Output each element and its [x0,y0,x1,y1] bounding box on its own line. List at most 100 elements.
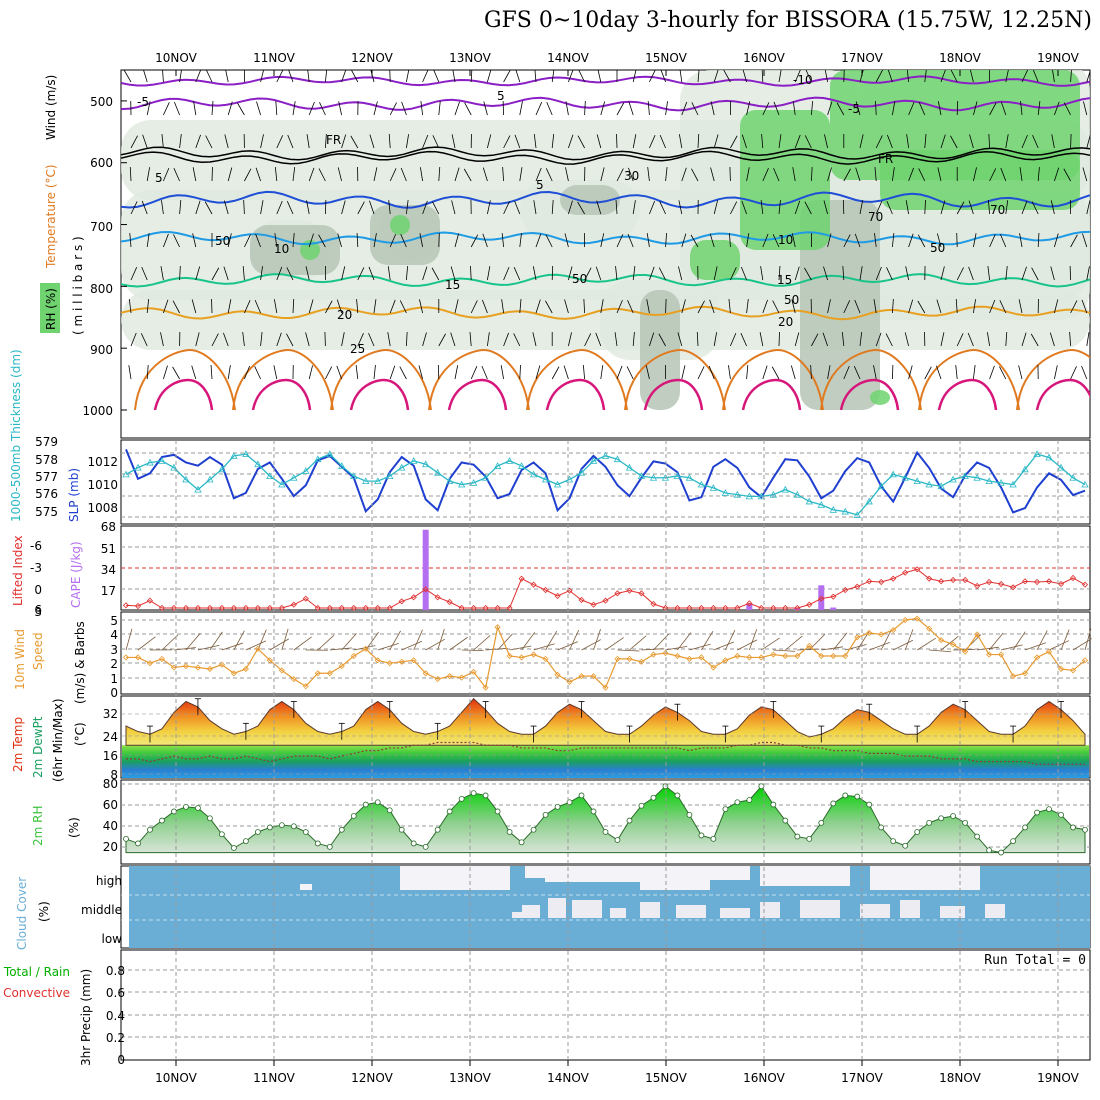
contour-10 [121,230,1090,246]
wind10-barb [341,633,357,651]
rh2m-point [159,817,165,824]
wind-barb [713,134,719,149]
wind-barb [853,366,861,380]
rh2m-point [794,833,801,840]
precip-labels: 0.8 0.6 0.4 0.2 0 Total / Rain Convectiv… [3,953,1086,1067]
wind-barb [804,201,812,215]
wind10-barb [185,633,201,651]
wind10-barb [485,647,508,651]
temp2m-tick: 8 [110,768,118,782]
lifted-index-point [986,578,993,586]
rh2m-ticks: 80 60 40 20 2m RH (%) [31,777,118,854]
wind10-point [1081,657,1089,664]
wind-barb [989,365,995,380]
wind-barb [742,70,747,83]
wind-barb [627,233,634,248]
wind-barb [487,332,490,347]
cloud-clear-middle [640,902,660,918]
wind-barb [420,101,423,116]
wind-barb [141,200,148,215]
rh2m-point [974,833,981,840]
wind-barb [596,200,602,215]
wind-barb [450,266,456,281]
wind-barb [373,167,378,182]
rh-shade-green [690,240,740,280]
wind-barb [1018,299,1023,314]
thickness-point [122,470,130,478]
wind10-point [194,664,201,671]
wind-barb [534,70,537,83]
wind-barb [1054,299,1059,314]
rh2m-point [218,831,225,838]
thickness-point [865,497,873,505]
wind-barb [968,200,974,215]
thickness-point [697,480,706,488]
wind10-barb [1012,631,1026,651]
lifted-index-point [842,586,849,594]
wind-barb [691,168,699,182]
wind-barb [628,167,634,182]
wind-barb [678,200,683,215]
rh2m-point [530,826,537,833]
lifted-index-point [374,604,381,612]
wind-barb [195,70,202,83]
wind-barb [254,299,261,314]
wind-barb [161,200,164,215]
cloud-clear-high [300,884,312,890]
wind-barb [129,233,132,248]
wind10-barb [209,631,223,651]
wind-barb [791,299,796,314]
thickness-point [469,479,478,486]
wind-barb [551,200,554,215]
rh-shade-green [880,150,1080,210]
wind-barb [341,70,347,83]
cloud-clear-middle [720,908,750,918]
wind-barb [160,332,164,347]
wind-barb [577,135,585,149]
wind-barb [659,201,666,215]
wind-barb [723,70,731,83]
thickness-point [1009,480,1017,488]
panel-frame-rh [120,779,1091,865]
wind-barb [242,332,245,347]
wind10-barb [701,631,714,651]
wind10-point [434,675,441,683]
upper-y-ticks: 500 600 700 800 900 1000 [82,95,113,418]
thickness-point [398,463,406,471]
wind-barb [649,332,655,347]
contour-label: 50 [784,293,799,307]
wind10-point [842,652,849,660]
wind10-point [662,650,669,657]
thickness-point [529,470,538,478]
wind-barb [761,70,764,83]
wind10-barb [329,647,352,651]
thickness-point [781,485,789,493]
wind-barb [438,167,441,182]
wind10-tick: 2 [110,657,118,671]
wind-barb [616,102,625,116]
wind-barb [276,135,284,149]
wind10-barb [916,637,936,651]
wind-barb [276,70,284,83]
wind-barb [665,101,668,116]
wind10-barb [161,634,179,651]
wind-barb [578,70,585,83]
wind-barb [146,167,151,182]
wind-barb [276,200,283,215]
wind10-barb [689,643,711,651]
contour-label: 70 [990,203,1005,217]
thickness-point [577,468,586,476]
cloud-clear-middle [900,900,920,918]
lifted-index-point [410,594,417,601]
thickness-tick: 575 [35,505,58,519]
wind-barb [388,134,391,149]
lifted-index-point [530,581,537,588]
dewpt2m-line [126,741,1085,765]
lifted-index-point [962,576,969,584]
wind-barb [501,299,504,314]
wind-barb [256,101,261,116]
wind-barb [255,233,261,248]
temp2m-axis-label: 2m Temp [11,717,25,772]
lifted-index-point [770,604,777,612]
wind-barb [210,365,213,380]
